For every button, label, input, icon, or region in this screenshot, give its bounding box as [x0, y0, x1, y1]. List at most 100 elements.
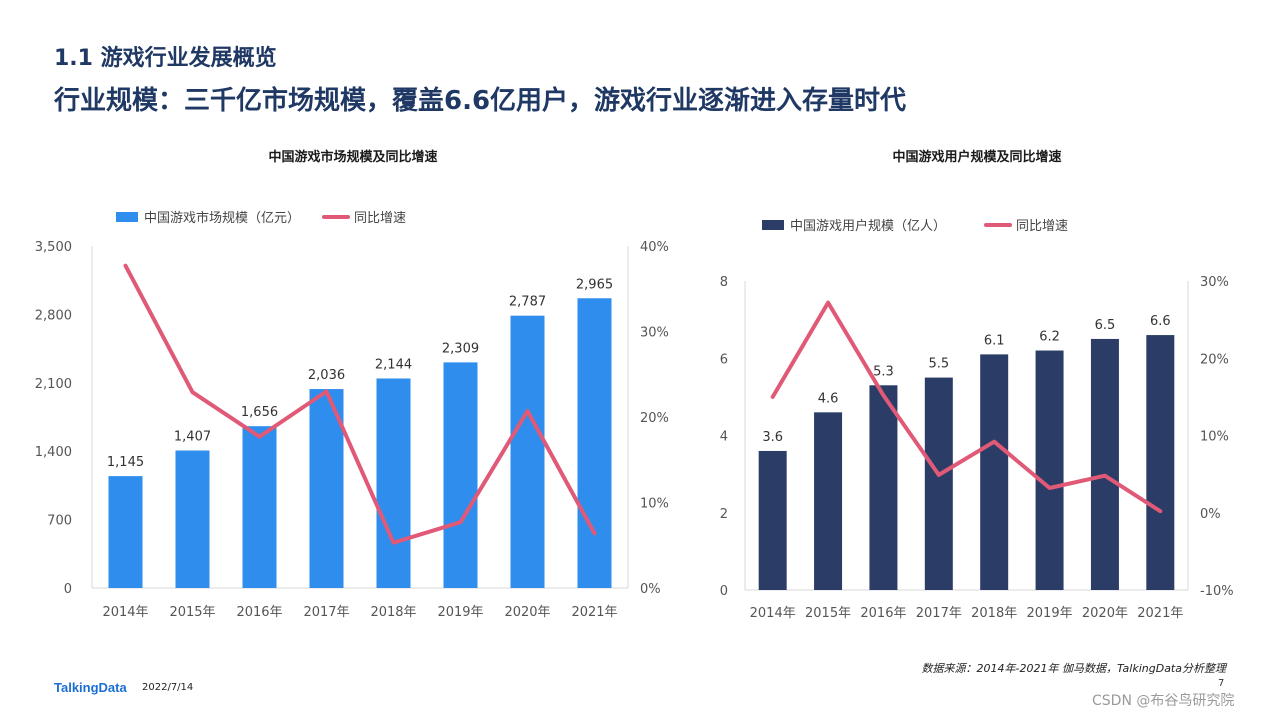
data-source-note: 数据来源：2014年-2021年 伽马数据，TalkingData分析整理 [921, 662, 1226, 675]
chart2-growth-point [882, 394, 884, 396]
chart2-bar-data-label: 6.6 [1150, 314, 1171, 329]
chart1-x-tick-label: 2021年 [571, 605, 617, 620]
page-title: 行业规模：三千亿市场规模，覆盖6.6亿用户，游戏行业逐渐进入存量时代 [54, 86, 907, 116]
chart2-x-tick-label: 2019年 [1027, 606, 1073, 621]
chart2-y-tick-label: 4 [720, 430, 728, 445]
chart2-y-tick-label: 8 [720, 275, 728, 290]
chart2-bar [758, 450, 787, 590]
chart2-bar-data-label: 6.5 [1095, 318, 1116, 333]
chart1-y-tick-label: 3,500 [35, 240, 72, 255]
chart1-bar [108, 476, 143, 588]
chart1-x-tick-label: 2019年 [437, 605, 483, 620]
chart2-bar-data-label: 6.2 [1039, 330, 1060, 345]
chart1-legend-bar-label: 中国游戏市场规模（亿元） [144, 210, 300, 226]
chart1-y-tick-label: 1,400 [35, 445, 72, 460]
chart1-bar [376, 378, 411, 588]
chart1-bar [443, 362, 478, 588]
chart1-legend-line-label: 同比增速 [354, 211, 406, 226]
chart2-x-tick-label: 2020年 [1082, 606, 1128, 621]
chart2-bar [1146, 335, 1175, 590]
chart2-bar [924, 377, 953, 590]
section-title: 1.1 游戏行业发展概览 [54, 46, 277, 71]
chart1-bar [510, 315, 545, 588]
chart1-y2-tick-label: 10% [640, 497, 669, 512]
chart1-growth-point [326, 390, 327, 392]
chart2-x-tick-label: 2017年 [916, 606, 962, 621]
chart1-x-tick-label: 2016年 [236, 605, 282, 620]
chart1-growth-point [527, 410, 528, 412]
chart2-legend-bar-label: 中国游戏用户规模（亿人） [790, 218, 946, 234]
chart2-growth-point [1049, 487, 1051, 489]
chart1-x-tick-label: 2018年 [370, 605, 416, 620]
chart2-bar [1035, 350, 1064, 590]
chart1-y2-tick-label: 20% [640, 411, 669, 426]
chart1-bar [309, 389, 344, 588]
chart2-x-tick-label: 2014年 [750, 606, 796, 621]
chart2-legend-bar-swatch [762, 220, 784, 230]
chart1-y-tick-label: 2,100 [35, 377, 72, 392]
chart1-growth-point [192, 391, 193, 393]
chart1-y-tick-label: 2,800 [35, 308, 72, 323]
chart2-bar-data-label: 5.3 [873, 364, 894, 379]
chart1-growth-point [460, 521, 461, 523]
chart1-x-tick-label: 2015年 [169, 605, 215, 620]
chart-title-user-scale: 中国游戏用户规模及同比增速 [892, 150, 1062, 165]
chart2-x-tick-label: 2016年 [860, 606, 906, 621]
chart2-bar-data-label: 4.6 [818, 391, 839, 406]
chart1-growth-point [125, 265, 126, 267]
chart2-x-tick-label: 2015年 [805, 606, 851, 621]
chart2-growth-line [770, 300, 1163, 514]
chart2-y-tick-label: 0 [720, 584, 728, 599]
chart1-y2-tick-label: 30% [640, 326, 669, 341]
chart1-bar-data-label: 2,965 [576, 277, 613, 292]
chart1-x-tick-label: 2014年 [102, 605, 148, 620]
chart2-x-tick-label: 2021年 [1137, 606, 1183, 621]
chart2-growth-point [993, 441, 995, 443]
chart2-growth-point [827, 302, 829, 304]
chart1-growth-point [594, 532, 595, 534]
chart2-y2-tick-label: 30% [1200, 275, 1229, 290]
chart1-growth-point [393, 542, 394, 544]
chart2-y2-tick-label: 0% [1200, 507, 1221, 522]
footer-date: 2022/7/14 [142, 682, 194, 693]
chart2-growth-point [1159, 510, 1161, 512]
chart2-growth-point [772, 396, 774, 398]
chart1-bar-data-label: 2,036 [308, 368, 345, 383]
chart2-y-tick-label: 2 [720, 507, 728, 522]
chart2-x-tick-label: 2018年 [971, 606, 1017, 621]
brand-logo: TalkingData [54, 680, 127, 695]
chart2-bar-data-label: 6.1 [984, 333, 1005, 348]
chart1-x-tick-label: 2020年 [504, 605, 550, 620]
chart1-bar-data-label: 1,407 [174, 430, 211, 445]
chart2-growth-point [938, 474, 940, 476]
chart2-growth-point [1104, 475, 1106, 477]
chart2-y2-tick-label: 10% [1200, 430, 1229, 445]
chart2-bar [869, 385, 898, 590]
chart1-y2-tick-label: 40% [640, 240, 669, 255]
chart1-growth-line [123, 263, 597, 545]
chart1-bar [175, 450, 210, 588]
chart2-legend-line-label: 同比增速 [1016, 219, 1068, 234]
chart-title-market-size: 中国游戏市场规模及同比增速 [268, 150, 438, 165]
page-number: 7 [1218, 678, 1225, 689]
chart2-bar [814, 412, 843, 590]
chart1-bar-data-label: 2,787 [509, 295, 546, 310]
chart2-bar-data-label: 3.6 [762, 430, 783, 445]
chart1-bar [577, 298, 612, 588]
chart1-bar-data-label: 2,144 [375, 358, 412, 373]
chart1-x-tick-label: 2017年 [303, 605, 349, 620]
chart2-y-tick-label: 6 [720, 352, 728, 367]
chart1-bar [242, 426, 277, 588]
chart1-bar-data-label: 2,309 [442, 341, 479, 356]
chart2-bar [980, 354, 1009, 590]
chart1-y-tick-label: 700 [47, 514, 72, 529]
chart2-bar-data-label: 5.5 [928, 357, 949, 372]
chart1-y2-tick-label: 0% [640, 582, 661, 597]
chart2-y2-tick-label: -10% [1200, 584, 1234, 599]
chart1-bar-data-label: 1,145 [107, 455, 144, 470]
watermark: CSDN @布谷鸟研究院 [1092, 693, 1235, 709]
chart1-legend-bar-swatch [116, 212, 138, 222]
chart2-bar [1090, 338, 1119, 590]
chart2-y2-tick-label: 20% [1200, 352, 1229, 367]
